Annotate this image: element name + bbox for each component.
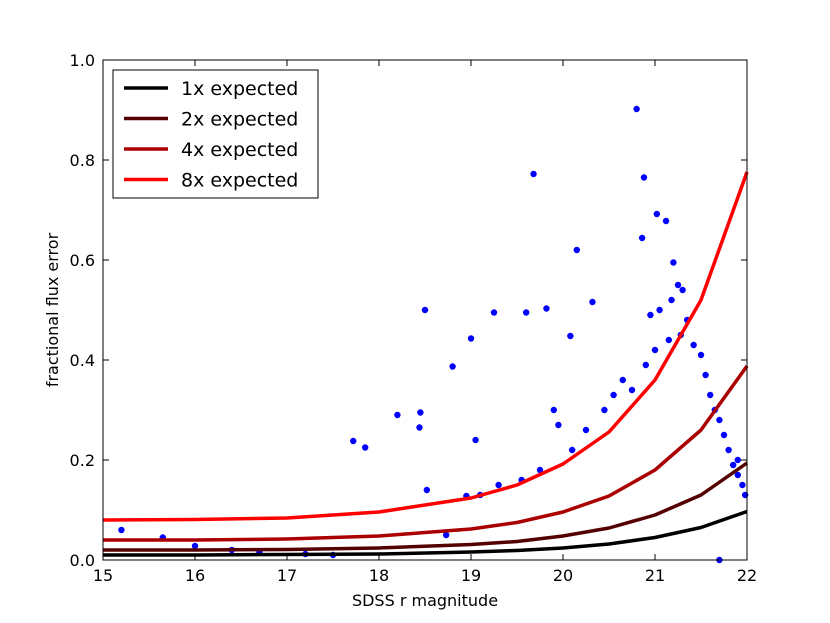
scatter-point-59 [716,416,723,424]
y-tick-label-0: 0.0 [70,551,95,570]
scatter-point-22 [543,305,550,312]
y-axis-ticks: 0.0 0.2 0.4 0.6 0.8 1.0 [70,51,747,570]
x-tick-label-5: 20 [553,566,573,585]
scatter-point-11 [416,424,423,431]
x-tick-label-1: 16 [185,566,205,585]
scatter-point-40 [569,446,576,454]
expected-curves [102,171,749,557]
scatter-point-26 [633,105,640,113]
x-tick-label-3: 18 [369,566,389,585]
y-tick-label-2: 0.4 [70,351,95,370]
series-line-2 [103,364,749,542]
series-line-3 [102,171,749,522]
scatter-point-28 [638,234,646,242]
scatter-point-47 [619,376,626,384]
scatter-point-24 [573,246,580,254]
scatter-point-16 [467,335,475,342]
y-axis-label: fractional flux error [43,232,62,387]
scatter-point-49 [642,361,649,369]
series-line-0 [103,509,748,557]
scatter-point-36 [679,286,686,294]
legend: 1x expected 2x expected 4x expected 8x expe… [112,69,319,199]
scatter-point-21 [530,170,537,178]
scatter-point-27 [640,174,648,181]
scatter-point-62 [730,461,737,469]
x-axis-ticks: 15 16 17 18 19 20 21 22 [93,60,757,585]
scatter-point-37 [550,406,557,414]
x-tick-label-4: 19 [461,566,481,585]
legend-label-3: 8x expected [181,170,298,192]
x-tick-label-2: 17 [277,566,297,585]
x-tick-label-0: 15 [93,566,113,585]
scatter-point-13 [423,486,431,494]
scatter-point-12 [421,306,429,314]
x-tick-label-6: 21 [645,566,665,585]
scatter-point-61 [725,446,732,454]
scatter-point-35 [647,311,654,319]
scatter-point-19 [490,309,498,316]
y-tick-label-5: 1.0 [70,51,95,70]
series-line-1 [103,461,748,552]
scatter-point-39 [582,426,590,434]
scatter-point-55 [697,351,705,359]
scatter-point-23 [567,332,574,340]
scatter-point-25 [589,298,596,306]
scatter-point-17 [472,436,479,444]
legend-label-0: 1x expected [181,78,298,100]
legend-label-1: 2x expected [181,109,298,131]
scatter-point-32 [674,281,682,289]
scatter-point-9 [394,411,401,419]
scatter-point-41 [536,466,544,474]
scatter-point-14 [442,531,450,539]
scatter-point-54 [690,341,697,349]
scatter-point-45 [601,406,608,414]
y-tick-label-3: 0.6 [70,251,95,270]
plot-frame [102,59,748,561]
scatter-point-66 [734,456,741,464]
scatter-point-30 [662,217,670,225]
scatter-point-20 [523,309,530,316]
scatter-point-63 [734,471,741,479]
scatter-point-56 [702,371,709,379]
scatter-point-48 [628,386,636,394]
scatter-point-33 [668,296,675,304]
scatter-point-60 [720,431,728,439]
scatter-point-34 [656,306,663,314]
scatter-point-2 [191,542,199,550]
scatter-point-46 [610,391,617,399]
scatter-point-7 [350,437,357,445]
scatter-point-15 [449,363,456,370]
legend-label-2: 4x expected [181,139,298,161]
scatter-point-31 [670,259,677,266]
x-tick-label-7: 22 [737,566,757,585]
y-tick-label-4: 0.8 [70,151,95,170]
scatter-point-57 [707,391,714,399]
scatter-point-29 [653,210,661,218]
scatter-point-38 [555,421,562,429]
scatter-point-43 [495,481,502,489]
scatter-point-10 [417,409,424,416]
scatter-point-8 [362,444,369,451]
scatter-point-50 [651,346,659,354]
scatter-point-64 [739,481,746,489]
x-axis-label: SDSS r magnitude [352,591,498,610]
legend-box [112,69,319,199]
scatter-point-51 [665,336,672,344]
scatter-point-0 [118,526,125,534]
y-tick-label-1: 0.2 [70,451,95,470]
